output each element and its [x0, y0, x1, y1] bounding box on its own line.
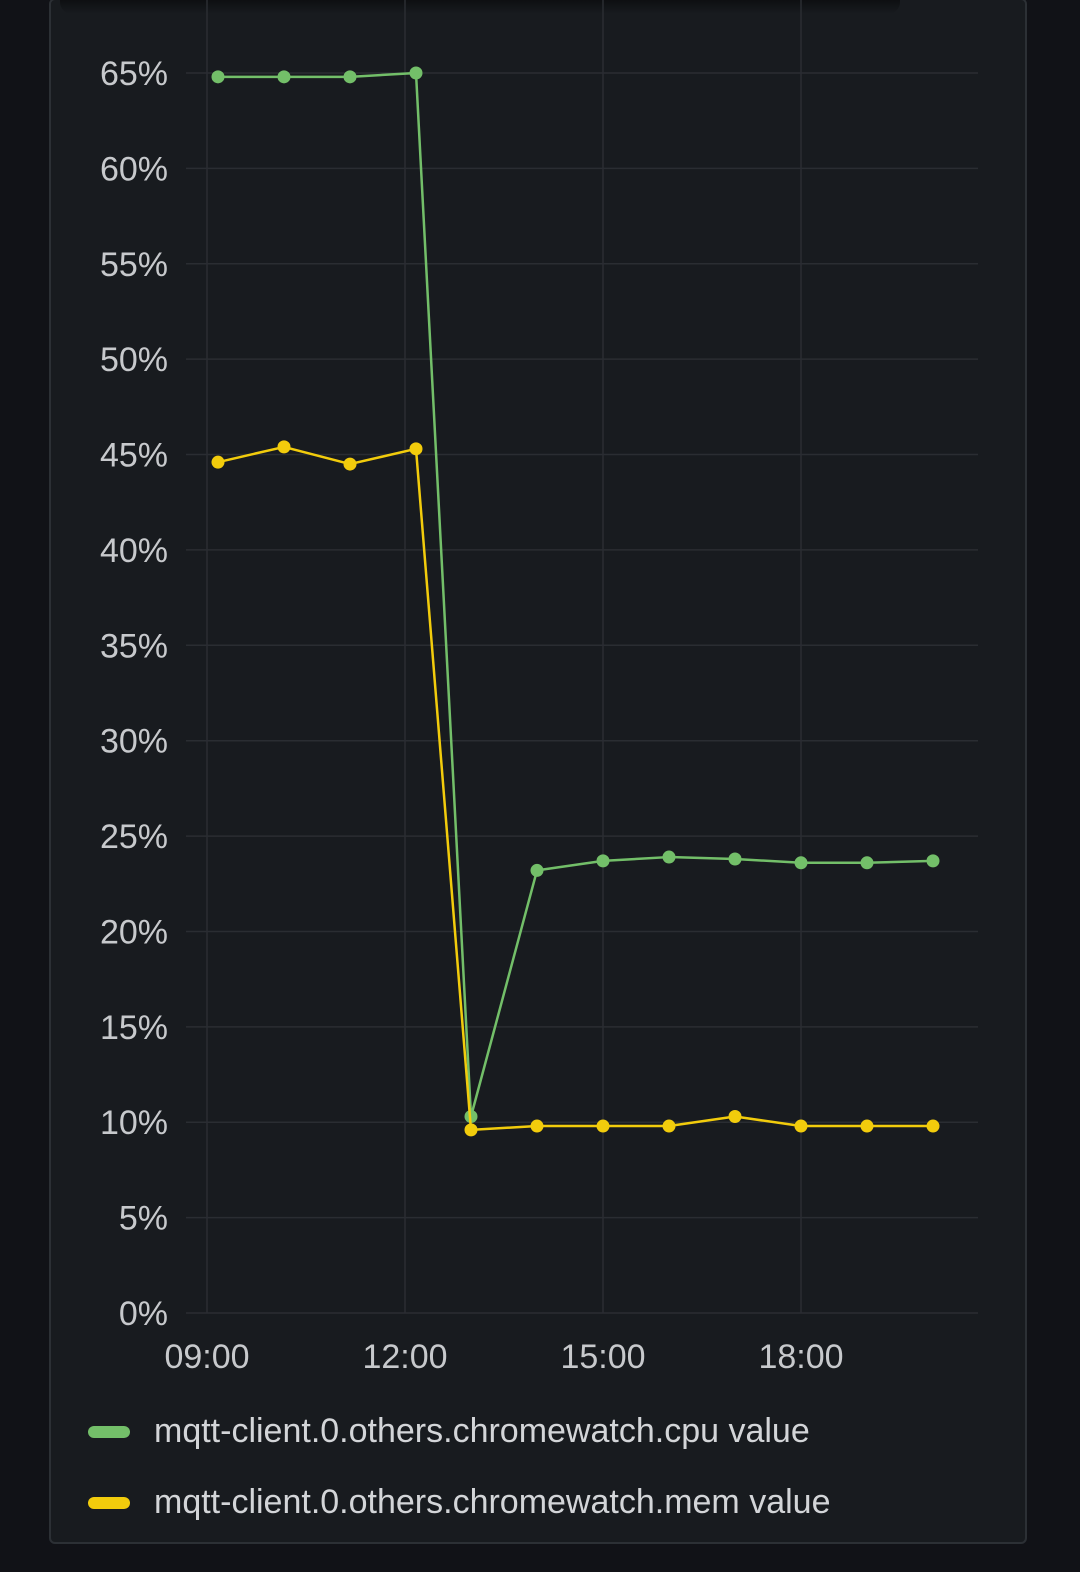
- legend-item-cpu[interactable]: mqtt-client.0.others.chromewatch.cpu val…: [88, 1396, 1018, 1467]
- series-point-0-2[interactable]: [343, 70, 357, 84]
- series-point-1-1[interactable]: [277, 440, 291, 454]
- y-tick-label: 5%: [119, 1200, 168, 1238]
- legend-label-mem: mqtt-client.0.others.chromewatch.mem val…: [154, 1483, 831, 1521]
- legend-item-mem[interactable]: mqtt-client.0.others.chromewatch.mem val…: [88, 1467, 1018, 1538]
- series-line-0[interactable]: [218, 71, 934, 1118]
- legend: mqtt-client.0.others.chromewatch.cpu val…: [88, 1396, 1018, 1538]
- series-point-0-0[interactable]: [211, 70, 225, 84]
- series-line-1[interactable]: [217, 445, 933, 1132]
- x-tick-label: 09:00: [164, 1338, 249, 1376]
- grid: [186, 0, 978, 1314]
- series-point-1-10[interactable]: [860, 1119, 874, 1133]
- y-tick-label: 30%: [100, 723, 168, 761]
- y-tick-label: 40%: [100, 532, 168, 570]
- y-tick-label: 10%: [100, 1104, 168, 1142]
- series-point-1-11[interactable]: [926, 1119, 940, 1133]
- x-tick-label: 18:00: [758, 1338, 843, 1376]
- y-tick-label: 20%: [100, 913, 168, 951]
- y-tick-label: 50%: [100, 341, 168, 379]
- series-point-0-1[interactable]: [277, 70, 291, 84]
- legend-swatch-mem: [88, 1496, 130, 1509]
- series-point-1-5[interactable]: [530, 1119, 544, 1133]
- series-point-1-4[interactable]: [464, 1123, 478, 1137]
- legend-label-cpu: mqtt-client.0.others.chromewatch.cpu val…: [154, 1412, 810, 1450]
- series-point-1-6[interactable]: [596, 1119, 610, 1133]
- y-tick-label: 55%: [100, 246, 168, 284]
- series-point-0-11[interactable]: [926, 854, 940, 868]
- legend-swatch-cpu: [88, 1425, 130, 1438]
- series-point-0-10[interactable]: [860, 856, 874, 870]
- y-tick-label: 35%: [100, 627, 168, 665]
- series-point-1-0[interactable]: [211, 455, 225, 469]
- series-point-1-3[interactable]: [409, 442, 423, 456]
- series-point-1-7[interactable]: [662, 1119, 676, 1133]
- series-point-1-8[interactable]: [728, 1110, 742, 1124]
- series-point-0-6[interactable]: [596, 854, 610, 868]
- panel-header-shadow: [60, 0, 900, 14]
- y-axis: 0% 5% 10% 15% 20% 25% 30% 35% 40% 45% 50% 55% 60% 65%: [100, 55, 168, 1333]
- x-tick-label: 12:00: [362, 1338, 447, 1376]
- series-point-0-9[interactable]: [794, 856, 808, 870]
- series-layer[interactable]: [211, 66, 940, 1137]
- y-tick-label: 15%: [100, 1009, 168, 1047]
- x-tick-label: 15:00: [560, 1338, 645, 1376]
- chart-panel: [49, 0, 1027, 1544]
- y-tick-label: 25%: [100, 818, 168, 856]
- x-axis: 09:00 12:00 15:00 18:00: [164, 1338, 843, 1376]
- series-point-1-2[interactable]: [343, 457, 357, 471]
- y-tick-label: 60%: [100, 150, 168, 188]
- series-point-0-5[interactable]: [530, 863, 544, 877]
- series-point-0-7[interactable]: [662, 850, 676, 864]
- series-point-0-3[interactable]: [409, 66, 423, 80]
- y-tick-label: 45%: [100, 437, 168, 475]
- y-tick-label: 0%: [119, 1295, 168, 1333]
- series-point-1-9[interactable]: [794, 1119, 808, 1133]
- y-tick-label: 65%: [100, 55, 168, 93]
- series-point-0-8[interactable]: [728, 852, 742, 866]
